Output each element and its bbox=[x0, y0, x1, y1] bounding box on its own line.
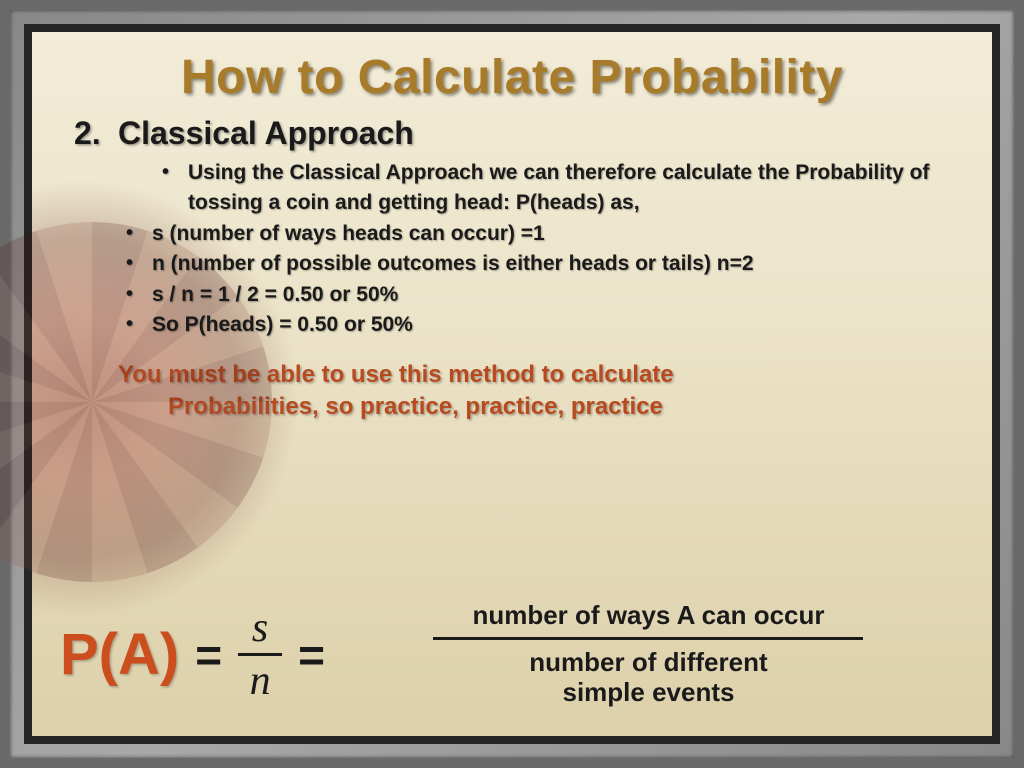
fraction-bar bbox=[433, 637, 863, 640]
fraction-denominator: n bbox=[250, 660, 271, 702]
fraction-numerator: s bbox=[252, 607, 268, 649]
description-numerator: number of ways A can occur bbox=[472, 601, 824, 631]
fraction-bar bbox=[238, 653, 282, 656]
formula-row: P(A) = s n = number of ways A can occur … bbox=[60, 601, 956, 708]
description-denominator-line2: simple events bbox=[562, 678, 734, 708]
outer-frame: How to Calculate Probability 2. Classica… bbox=[10, 10, 1014, 758]
slide-title: How to Calculate Probability bbox=[68, 50, 956, 105]
list-item: Using the Classical Approach we can ther… bbox=[154, 158, 956, 219]
equals-sign: = bbox=[195, 628, 222, 682]
slide-body: How to Calculate Probability 2. Classica… bbox=[32, 32, 992, 736]
section-heading: 2. Classical Approach bbox=[68, 115, 956, 152]
equals-sign: = bbox=[298, 628, 325, 682]
list-item: n (number of possible outcomes is either… bbox=[118, 249, 956, 279]
list-item: s (number of ways heads can occur) =1 bbox=[118, 219, 956, 249]
list-item: s / n = 1 / 2 = 0.50 or 50% bbox=[118, 280, 956, 310]
bullet-list: Using the Classical Approach we can ther… bbox=[68, 158, 956, 341]
formula-lhs: P(A) bbox=[60, 621, 179, 688]
section-subtitle: Classical Approach bbox=[118, 115, 414, 152]
description-denominator-line1: number of different bbox=[529, 648, 767, 678]
fraction-description: number of ways A can occur number of dif… bbox=[341, 601, 956, 708]
inner-frame: How to Calculate Probability 2. Classica… bbox=[24, 24, 1000, 744]
fraction-sn: s n bbox=[238, 607, 282, 702]
list-item: So P(heads) = 0.50 or 50% bbox=[118, 310, 956, 340]
section-number: 2. bbox=[74, 115, 118, 152]
